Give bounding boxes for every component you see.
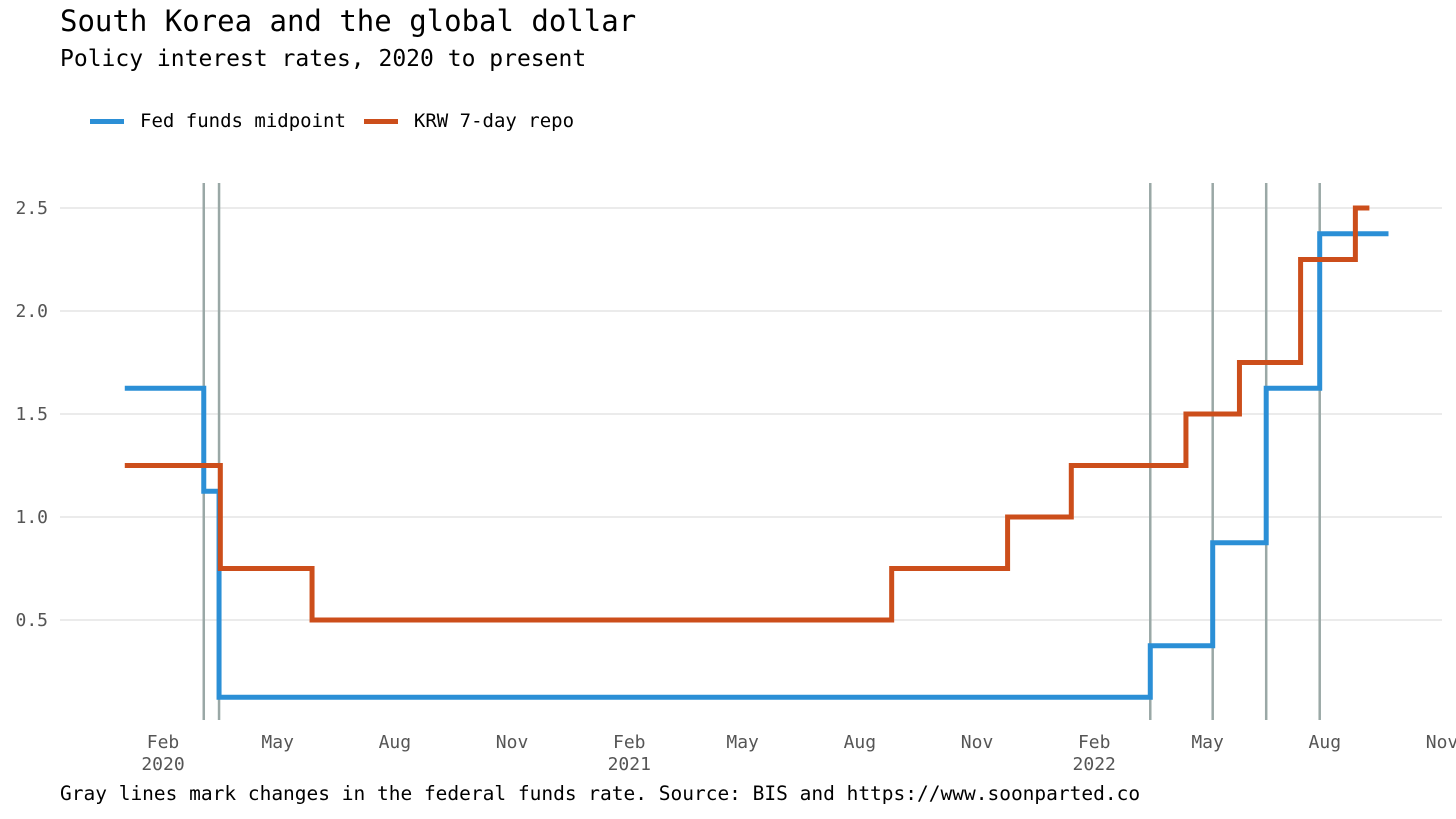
chart-title: South Korea and the global dollar: [60, 4, 637, 38]
x-tick-year-label: 2021: [608, 754, 651, 775]
x-tick-label: Nov: [496, 732, 529, 753]
x-tick-label: Aug: [1309, 732, 1342, 753]
legend-item-fed: Fed funds midpoint: [90, 110, 346, 132]
legend: Fed funds midpoint KRW 7-day repo: [90, 110, 592, 132]
chart-subtitle: Policy interest rates, 2020 to present: [60, 46, 587, 72]
y-tick-label: 2.0: [15, 301, 48, 322]
legend-label-fed: Fed funds midpoint: [140, 110, 346, 132]
x-tick-label: May: [261, 732, 294, 753]
y-tick-label: 0.5: [15, 610, 48, 631]
x-tick-year-label: 2022: [1073, 754, 1116, 775]
legend-swatch-krw: [363, 118, 398, 124]
legend-label-krw: KRW 7-day repo: [413, 110, 575, 132]
legend-swatch-fed: [90, 118, 124, 124]
y-tick-label: 1.0: [15, 507, 48, 528]
x-tick-label: Aug: [379, 732, 412, 753]
x-tick-label: Feb: [1078, 732, 1111, 753]
x-tick-label: Nov: [961, 732, 994, 753]
chart-caption: Gray lines mark changes in the federal f…: [60, 782, 1141, 805]
x-tick-label: Feb: [613, 732, 646, 753]
legend-item-krw: KRW 7-day repo: [363, 110, 575, 132]
series-line-fed: [124, 231, 1389, 700]
x-tick-label: Aug: [844, 732, 877, 753]
x-tick-label: Feb: [147, 732, 180, 753]
series-line-krw: [124, 205, 1370, 623]
x-tick-year-label: 2020: [141, 754, 184, 775]
y-tick-label: 1.5: [15, 404, 48, 425]
x-tick-label: Nov: [1426, 732, 1456, 753]
x-tick-label: May: [1191, 732, 1224, 753]
x-tick-label: May: [726, 732, 759, 753]
y-tick-label: 2.5: [15, 198, 48, 219]
